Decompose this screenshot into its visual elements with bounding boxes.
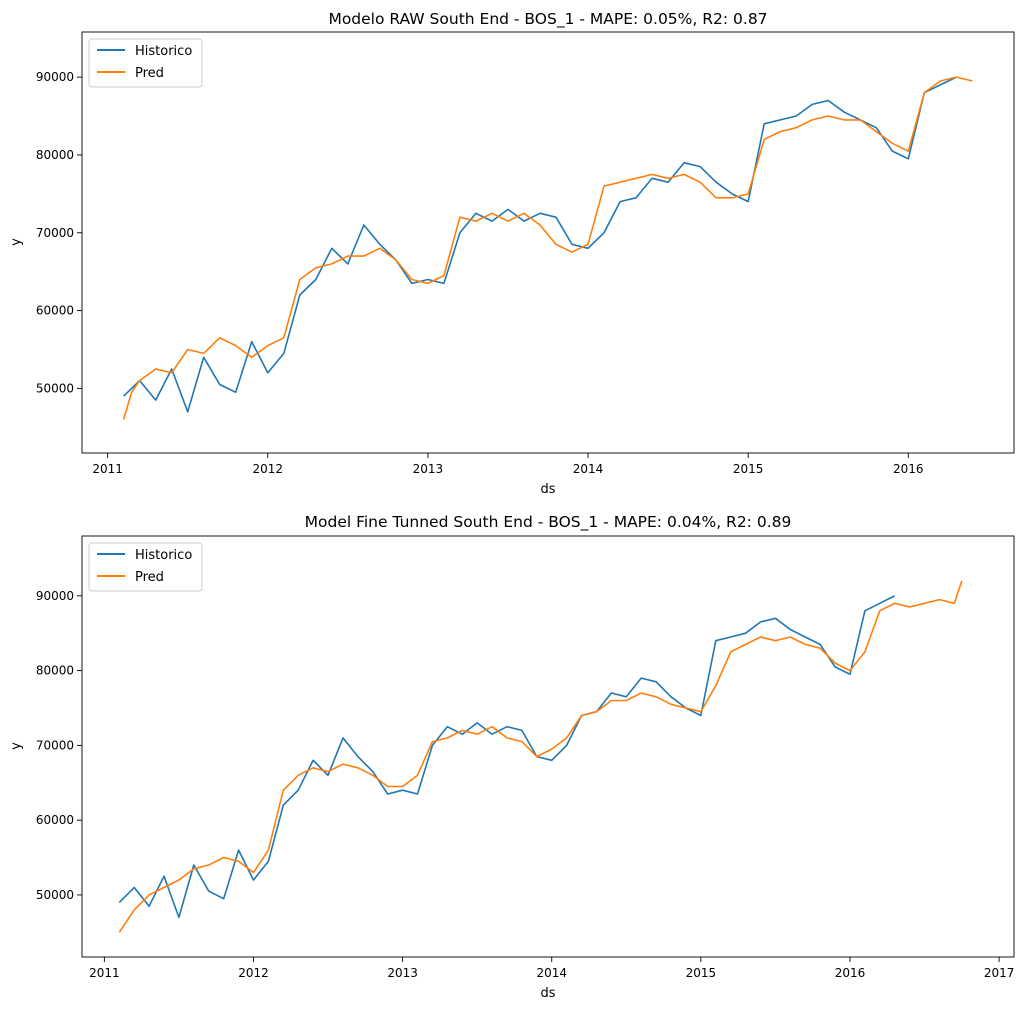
chart-top-legend: Historico Pred xyxy=(88,38,203,88)
chart-top-x-axis-label: ds xyxy=(540,482,555,497)
x-tick-label: 2016 xyxy=(835,966,866,980)
y-tick-label: 50000 xyxy=(36,888,74,902)
y-tick-label: 80000 xyxy=(36,148,74,162)
chart-bottom-title: Model Fine Tunned South End - BOS_1 - MA… xyxy=(305,513,792,532)
y-tick-label: 80000 xyxy=(36,664,74,678)
legend-label-historico: Historico xyxy=(135,548,192,563)
x-tick-label: 2015 xyxy=(686,966,717,980)
x-tick-label: 2011 xyxy=(89,966,120,980)
y-tick-label: 70000 xyxy=(36,226,74,240)
y-tick-label: 60000 xyxy=(36,304,74,318)
x-tick-label: 2013 xyxy=(413,462,444,476)
series-line-historico xyxy=(118,595,896,919)
y-tick-label: 90000 xyxy=(36,589,74,603)
y-tick-label: 70000 xyxy=(36,738,74,752)
x-tick-label: 2016 xyxy=(893,462,924,476)
chart-bottom-y-axis: 50000 60000 70000 80000 90000 xyxy=(36,589,82,902)
chart-top-series xyxy=(122,76,973,420)
chart-bottom-frame xyxy=(81,535,1015,958)
legend-label-pred: Pred xyxy=(135,570,164,585)
chart-bottom-x-axis-label: ds xyxy=(540,986,555,1001)
y-tick-label: 90000 xyxy=(36,70,74,84)
x-tick-label: 2017 xyxy=(984,966,1015,980)
chart-top-frame xyxy=(81,31,1015,454)
chart-bottom-series xyxy=(118,580,963,933)
x-tick-label: 2014 xyxy=(573,462,604,476)
x-tick-label: 2013 xyxy=(387,966,418,980)
chart-bottom-y-axis-label: y xyxy=(9,742,24,750)
chart-bottom-x-axis: 2011 2012 2013 2014 2015 2016 2017 xyxy=(89,957,1014,980)
x-tick-label: 2012 xyxy=(252,462,283,476)
chart-bottom-legend: Historico Pred xyxy=(88,542,203,592)
chart-top-title: Modelo RAW South End - BOS_1 - MAPE: 0.0… xyxy=(328,10,767,29)
chart-top-x-axis: 2011 2012 2013 2014 2015 2016 xyxy=(92,453,924,476)
x-tick-label: 2015 xyxy=(733,462,764,476)
x-tick-label: 2011 xyxy=(92,462,123,476)
legend-label-pred: Pred xyxy=(135,66,164,81)
y-tick-label: 50000 xyxy=(36,381,74,395)
chart-bottom: Model Fine Tunned South End - BOS_1 - MA… xyxy=(9,513,1015,1001)
series-line-pred xyxy=(118,580,963,933)
x-tick-label: 2014 xyxy=(536,966,567,980)
chart-top-y-axis-label: y xyxy=(9,238,24,246)
x-tick-label: 2012 xyxy=(238,966,269,980)
series-line-pred xyxy=(122,76,973,420)
chart-top: Modelo RAW South End - BOS_1 - MAPE: 0.0… xyxy=(9,10,1015,497)
y-tick-label: 60000 xyxy=(36,813,74,827)
series-line-historico xyxy=(123,76,957,413)
chart-top-y-axis: 50000 60000 70000 80000 90000 xyxy=(36,70,82,395)
legend-label-historico: Historico xyxy=(135,44,192,59)
